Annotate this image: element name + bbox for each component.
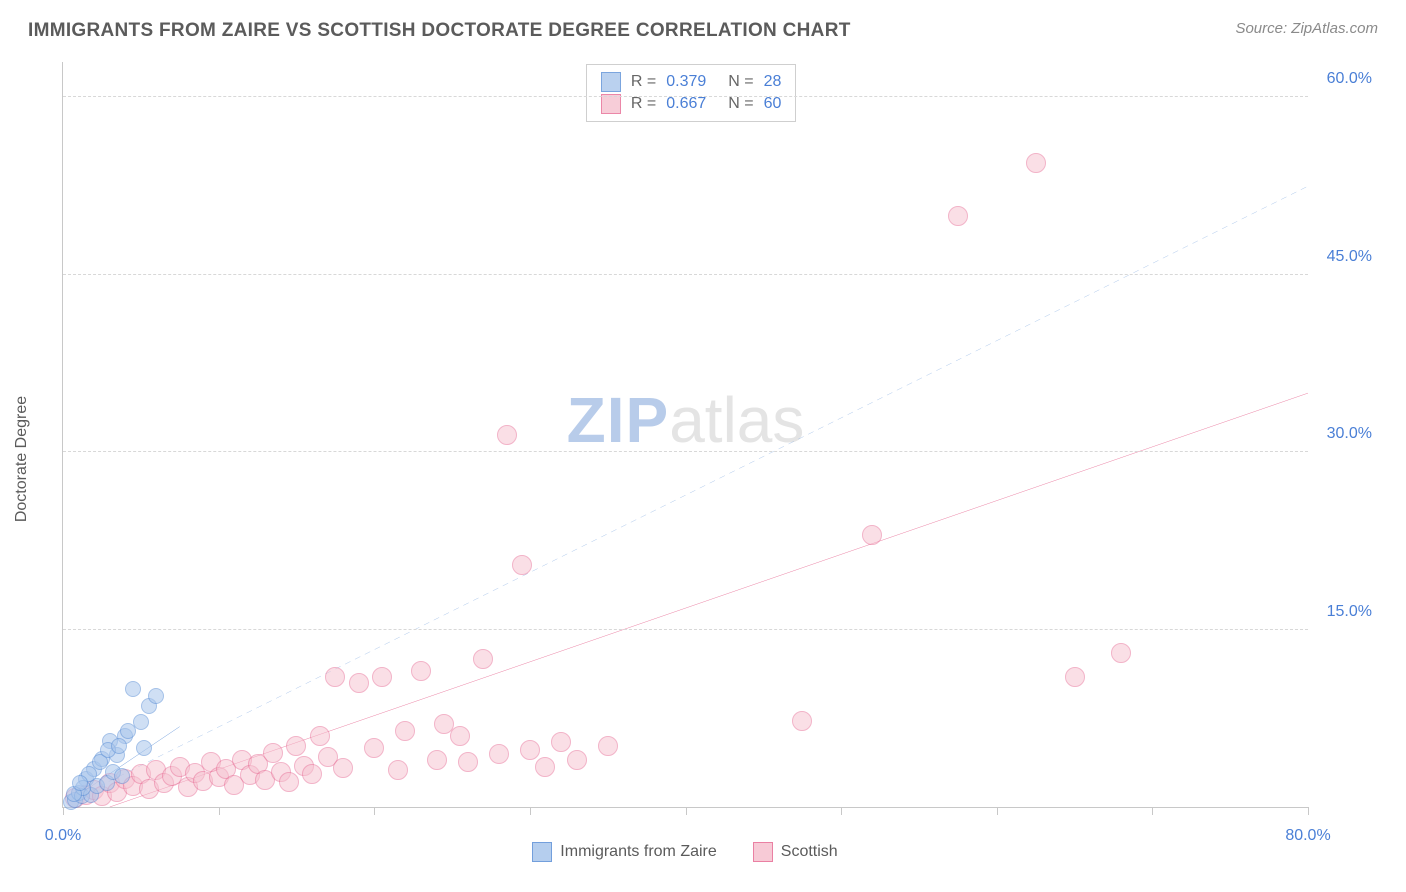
x-tick [219, 807, 220, 815]
legend-item-zaire: Immigrants from Zaire [532, 842, 716, 862]
legend-swatch-zaire [532, 842, 552, 862]
data-point-scottish [598, 736, 618, 756]
y-tick-label: 30.0% [1327, 425, 1372, 443]
r-value-scottish: 0.667 [666, 95, 706, 113]
r-label: R = [631, 73, 656, 91]
y-tick-label: 60.0% [1327, 70, 1372, 88]
data-point-zaire [111, 738, 127, 754]
data-point-scottish [792, 711, 812, 731]
n-label: N = [728, 95, 753, 113]
data-point-scottish [302, 764, 322, 784]
data-point-scottish [325, 667, 345, 687]
data-point-scottish [458, 752, 478, 772]
gridline [63, 274, 1308, 275]
data-point-scottish [395, 721, 415, 741]
source-attribution: Source: ZipAtlas.com [1235, 20, 1378, 37]
legend-swatch-scottish [753, 842, 773, 862]
stat-legend: R = 0.379 N = 28 R = 0.667 N = 60 [586, 64, 797, 122]
data-point-scottish [310, 726, 330, 746]
x-tick [63, 807, 64, 815]
data-point-zaire [136, 740, 152, 756]
legend-label-zaire: Immigrants from Zaire [560, 843, 716, 861]
data-point-scottish [473, 649, 493, 669]
data-point-scottish [497, 425, 517, 445]
data-point-scottish [263, 743, 283, 763]
chart-area: Doctorate Degree ZIPatlas R =0.379N =28R… [28, 56, 1378, 862]
data-point-scottish [388, 760, 408, 780]
x-tick [686, 807, 687, 815]
n-label: N = [728, 73, 753, 91]
y-tick-label: 15.0% [1327, 603, 1372, 621]
data-point-scottish [1111, 643, 1131, 663]
data-point-scottish [512, 555, 532, 575]
x-tick [530, 807, 531, 815]
r-value-zaire: 0.379 [666, 73, 706, 91]
series-legend: Immigrants from Zaire Scottish [62, 842, 1308, 862]
gridline [63, 96, 1308, 97]
data-point-scottish [862, 525, 882, 545]
data-point-scottish [535, 757, 555, 777]
gridline [63, 629, 1308, 630]
x-tick [841, 807, 842, 815]
data-point-zaire [72, 775, 88, 791]
trendlines-svg [63, 62, 1308, 807]
data-point-zaire [114, 768, 130, 784]
data-point-zaire [148, 688, 164, 704]
watermark-brand: ZIP [567, 384, 670, 456]
y-tick-label: 45.0% [1327, 248, 1372, 266]
data-point-scottish [372, 667, 392, 687]
y-axis-label: Doctorate Degree [13, 396, 31, 522]
data-point-scottish [520, 740, 540, 760]
stat-legend-row-zaire: R = 0.379 N = 28 [601, 71, 782, 93]
x-tick [997, 807, 998, 815]
data-point-scottish [948, 206, 968, 226]
r-label: R = [631, 95, 656, 113]
chart-title: IMMIGRANTS FROM ZAIRE VS SCOTTISH DOCTOR… [28, 20, 851, 42]
data-point-scottish [427, 750, 447, 770]
data-point-scottish [567, 750, 587, 770]
data-point-scottish [551, 732, 571, 752]
n-value-scottish: 60 [764, 95, 782, 113]
data-point-scottish [1026, 153, 1046, 173]
data-point-zaire [120, 723, 136, 739]
data-point-scottish [450, 726, 470, 746]
plot-region: ZIPatlas R =0.379N =28R =0.667N =60 15.0… [62, 62, 1308, 808]
watermark: ZIPatlas [567, 383, 805, 457]
n-value-zaire: 28 [764, 73, 782, 91]
data-point-scottish [489, 744, 509, 764]
data-point-scottish [1065, 667, 1085, 687]
data-point-scottish [333, 758, 353, 778]
data-point-scottish [364, 738, 384, 758]
watermark-suffix: atlas [669, 384, 804, 456]
gridline [63, 451, 1308, 452]
data-point-scottish [349, 673, 369, 693]
x-tick [1152, 807, 1153, 815]
data-point-scottish [279, 772, 299, 792]
legend-swatch-zaire [601, 72, 621, 92]
x-tick [374, 807, 375, 815]
data-point-scottish [286, 736, 306, 756]
data-point-zaire [125, 681, 141, 697]
legend-item-scottish: Scottish [753, 842, 838, 862]
x-tick [1308, 807, 1309, 815]
data-point-scottish [411, 661, 431, 681]
legend-label-scottish: Scottish [781, 843, 838, 861]
